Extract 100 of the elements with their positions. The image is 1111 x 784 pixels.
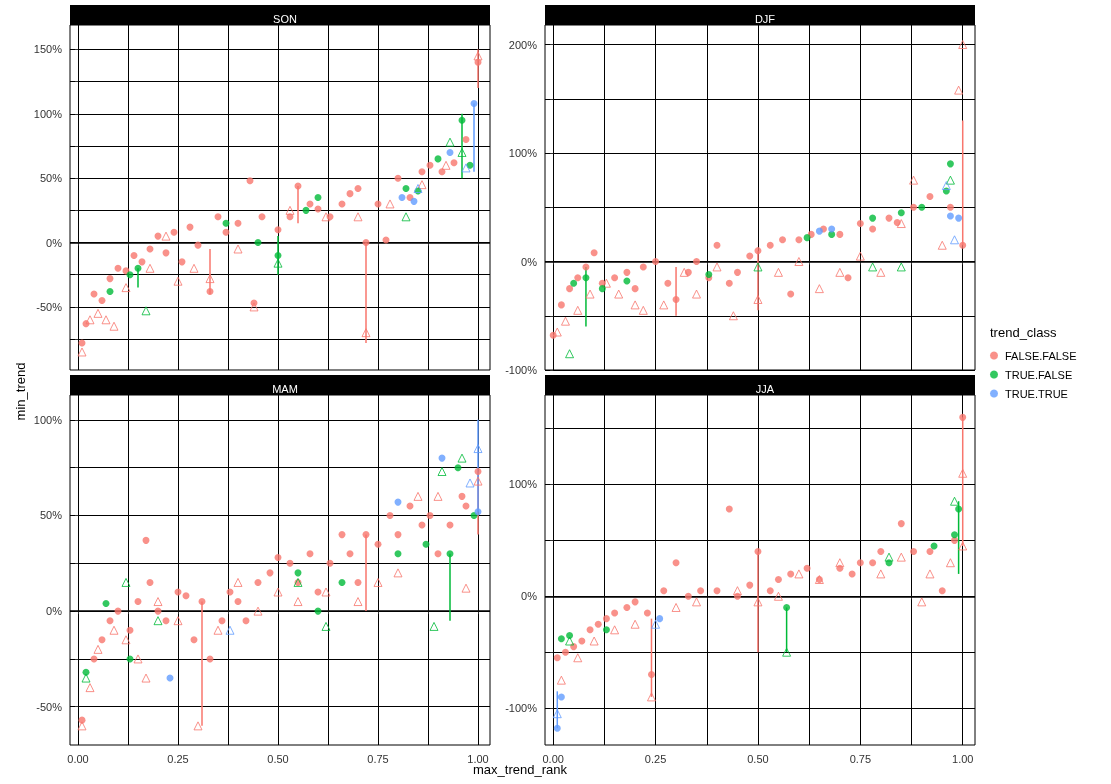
point [844, 274, 852, 282]
y-tick-label: -50% [36, 300, 63, 313]
point [213, 625, 223, 635]
x-tick-label: 0.75 [849, 752, 872, 765]
point [446, 550, 454, 558]
point [779, 236, 787, 244]
point [394, 550, 402, 558]
legend-title: trend_class [990, 325, 1057, 340]
point [121, 283, 131, 293]
point [909, 175, 919, 185]
point [590, 249, 598, 257]
point [713, 587, 721, 595]
point [133, 654, 143, 664]
point [142, 536, 150, 544]
point [161, 231, 171, 241]
x-tick-label: 1.00 [467, 752, 489, 765]
x-tick-label: 0.00 [67, 752, 89, 765]
point [794, 257, 804, 267]
point [457, 147, 467, 157]
point [321, 212, 331, 222]
point [560, 316, 570, 326]
x-tick-label: 0.25 [644, 752, 667, 765]
point [394, 531, 402, 539]
point [234, 598, 242, 606]
point [552, 327, 562, 337]
point [354, 184, 362, 192]
y-tick-label: 0% [46, 605, 63, 618]
point [910, 203, 918, 211]
point [869, 225, 877, 233]
y-tick-label: 50% [39, 172, 63, 185]
point [445, 137, 455, 147]
point [869, 559, 877, 567]
y-tick-label: 0% [521, 590, 538, 603]
chart-title: JJA [755, 382, 775, 395]
x-tick-label: 0.00 [542, 752, 564, 765]
point [926, 548, 934, 556]
point [173, 276, 183, 286]
point [402, 184, 410, 192]
point [102, 599, 110, 607]
point [814, 284, 824, 294]
point [233, 244, 243, 254]
point [373, 577, 383, 587]
point [955, 214, 963, 222]
point [951, 531, 959, 539]
point [473, 476, 483, 486]
point [638, 305, 648, 315]
point [338, 578, 346, 586]
point [293, 597, 303, 607]
point [946, 203, 954, 211]
point [249, 302, 259, 312]
point [474, 508, 482, 516]
point [754, 548, 762, 556]
point [362, 239, 370, 247]
point [876, 267, 886, 277]
point [553, 654, 561, 662]
point [145, 263, 155, 273]
point [93, 644, 103, 654]
point [141, 673, 151, 683]
point [623, 268, 631, 276]
point [954, 85, 964, 95]
point [787, 570, 795, 578]
point [753, 597, 763, 607]
point [582, 274, 590, 282]
point [671, 602, 681, 612]
point [134, 598, 142, 606]
point [552, 709, 562, 719]
point [561, 648, 569, 656]
point [153, 597, 163, 607]
point [623, 603, 631, 611]
point [795, 236, 803, 244]
point [926, 192, 934, 200]
point [242, 617, 250, 625]
point [461, 163, 471, 173]
point [573, 653, 583, 663]
point [869, 214, 877, 222]
point [631, 285, 639, 293]
point [856, 220, 864, 228]
point [946, 212, 954, 220]
point [413, 183, 423, 193]
point [601, 278, 611, 288]
y-tick-label: -50% [36, 700, 63, 713]
y-tick-label: 100% [33, 107, 63, 120]
point [660, 587, 668, 595]
point [273, 587, 283, 597]
point [338, 531, 346, 539]
x-tick-label: 0.50 [747, 752, 769, 765]
point [286, 559, 294, 567]
point [945, 175, 955, 185]
point [353, 597, 363, 607]
point [725, 505, 733, 513]
point [897, 209, 905, 217]
point [198, 598, 206, 606]
point [692, 289, 702, 299]
point [109, 625, 119, 635]
point [602, 615, 610, 623]
point [401, 212, 411, 222]
point [285, 205, 295, 215]
point [314, 194, 322, 201]
point [189, 263, 199, 273]
point [925, 569, 935, 579]
